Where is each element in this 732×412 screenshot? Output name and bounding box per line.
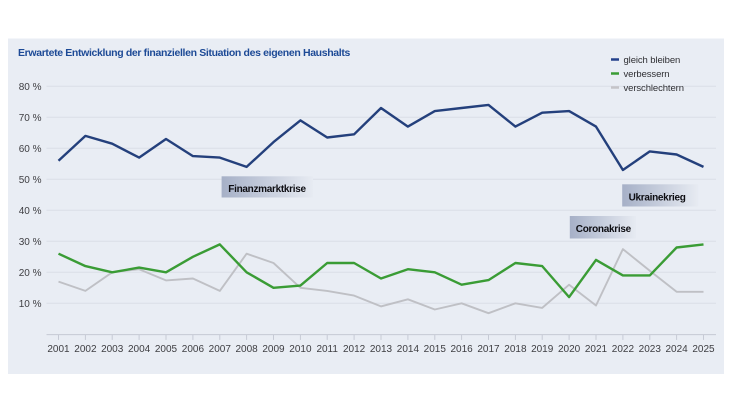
svg-text:2015: 2015: [424, 344, 447, 355]
svg-text:2006: 2006: [182, 344, 205, 355]
svg-text:2017: 2017: [477, 344, 500, 355]
svg-text:verbessern: verbessern: [624, 69, 670, 80]
svg-text:2018: 2018: [504, 344, 527, 355]
svg-text:gleich bleiben: gleich bleiben: [624, 55, 681, 66]
svg-text:20 %: 20 %: [19, 268, 42, 279]
svg-text:40 %: 40 %: [19, 206, 42, 217]
svg-text:2016: 2016: [450, 344, 473, 355]
svg-text:80 %: 80 %: [19, 82, 42, 93]
svg-text:2021: 2021: [585, 344, 608, 355]
svg-text:2022: 2022: [612, 344, 635, 355]
svg-text:2001: 2001: [47, 344, 70, 355]
svg-text:2007: 2007: [209, 344, 232, 355]
svg-text:Erwartete Entwicklung der fina: Erwartete Entwicklung der finanziellen S…: [18, 47, 351, 59]
svg-text:2013: 2013: [370, 344, 393, 355]
svg-text:10 %: 10 %: [19, 299, 42, 310]
svg-text:Ukrainekrieg: Ukrainekrieg: [629, 192, 686, 203]
svg-text:2010: 2010: [289, 344, 312, 355]
svg-text:2014: 2014: [397, 344, 420, 355]
svg-text:Coronakrise: Coronakrise: [576, 224, 632, 235]
svg-text:2023: 2023: [639, 344, 662, 355]
svg-text:2011: 2011: [316, 344, 338, 355]
svg-text:60 %: 60 %: [19, 144, 42, 155]
svg-text:2012: 2012: [343, 344, 366, 355]
svg-text:2025: 2025: [692, 344, 715, 355]
svg-text:30 %: 30 %: [19, 237, 42, 248]
svg-text:2002: 2002: [74, 344, 97, 355]
svg-text:2005: 2005: [155, 344, 178, 355]
svg-text:Finanzmarktkrise: Finanzmarktkrise: [228, 184, 306, 195]
svg-text:2008: 2008: [235, 344, 258, 355]
svg-text:2003: 2003: [101, 344, 124, 355]
svg-text:2004: 2004: [128, 344, 151, 355]
svg-text:2020: 2020: [558, 344, 581, 355]
svg-text:2024: 2024: [665, 344, 688, 355]
svg-text:50 %: 50 %: [19, 175, 42, 186]
svg-text:2019: 2019: [531, 344, 554, 355]
svg-text:verschlechtern: verschlechtern: [624, 83, 684, 94]
svg-text:70 %: 70 %: [19, 113, 42, 124]
svg-text:2009: 2009: [262, 344, 285, 355]
